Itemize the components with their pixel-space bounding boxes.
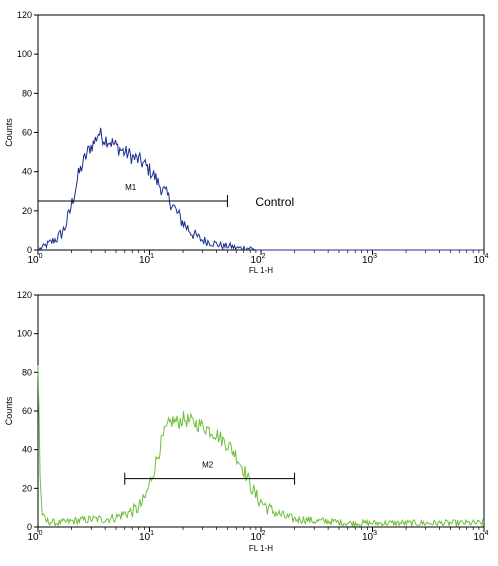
x-tick-label: 101 (139, 530, 154, 543)
x-tick-label: 100 (27, 530, 42, 543)
x-tick-base: 10 (250, 532, 262, 543)
y-tick-label: 20 (22, 483, 32, 493)
x-axis-label: FL 1-H (249, 266, 273, 275)
x-tick-label: 101 (139, 253, 154, 266)
y-axis-label: Counts (4, 396, 14, 425)
sample-annotation: Control (255, 195, 294, 209)
x-tick-base: 10 (27, 255, 39, 266)
y-axis-label: Counts (4, 118, 14, 147)
y-tick-label: 120 (17, 290, 32, 300)
x-tick-base: 10 (139, 255, 151, 266)
x-tick-exponent: 3 (373, 530, 377, 537)
histogram-trace (37, 365, 485, 528)
x-tick-label: 102 (250, 530, 265, 543)
x-tick-base: 10 (139, 532, 151, 543)
x-tick-base: 10 (473, 255, 485, 266)
x-tick-label: 102 (250, 253, 265, 266)
x-tick-exponent: 4 (485, 253, 489, 260)
plot-frame (37, 14, 485, 251)
x-tick-exponent: 0 (39, 530, 43, 537)
y-tick-label: 40 (22, 167, 32, 177)
y-tick-label: 40 (22, 445, 32, 455)
y-tick-label: 100 (17, 49, 32, 59)
y-tick-label: 120 (17, 10, 32, 20)
y-tick-label: 20 (22, 206, 32, 216)
x-tick-label: 100 (27, 253, 42, 266)
x-tick-exponent: 0 (39, 253, 43, 260)
x-tick-label: 104 (473, 253, 488, 266)
x-tick-base: 10 (362, 532, 374, 543)
x-tick-label: 103 (362, 530, 377, 543)
x-axis-label: FL 1-H (249, 544, 273, 553)
x-tick-label: 104 (473, 530, 488, 543)
y-tick-label: 80 (22, 367, 32, 377)
x-tick-exponent: 3 (373, 253, 377, 260)
x-tick-base: 10 (27, 532, 39, 543)
y-tick-label: 80 (22, 88, 32, 98)
y-tick-label: 60 (22, 128, 32, 138)
x-tick-exponent: 2 (262, 530, 266, 537)
x-tick-exponent: 1 (150, 253, 154, 260)
y-tick-label: 60 (22, 406, 32, 416)
x-tick-base: 10 (473, 532, 485, 543)
x-tick-exponent: 2 (262, 253, 266, 260)
x-tick-label: 103 (362, 253, 377, 266)
plot-frame (37, 294, 485, 528)
y-tick-label: 0 (27, 522, 32, 532)
gate-marker-label: M1 (125, 183, 137, 192)
x-tick-exponent: 1 (150, 530, 154, 537)
x-tick-exponent: 4 (485, 530, 489, 537)
y-tick-label: 0 (27, 245, 32, 255)
histogram-trace (37, 127, 484, 251)
gate-marker-label: M2 (202, 461, 214, 470)
x-tick-base: 10 (362, 255, 374, 266)
x-tick-base: 10 (250, 255, 262, 266)
y-tick-label: 100 (17, 329, 32, 339)
